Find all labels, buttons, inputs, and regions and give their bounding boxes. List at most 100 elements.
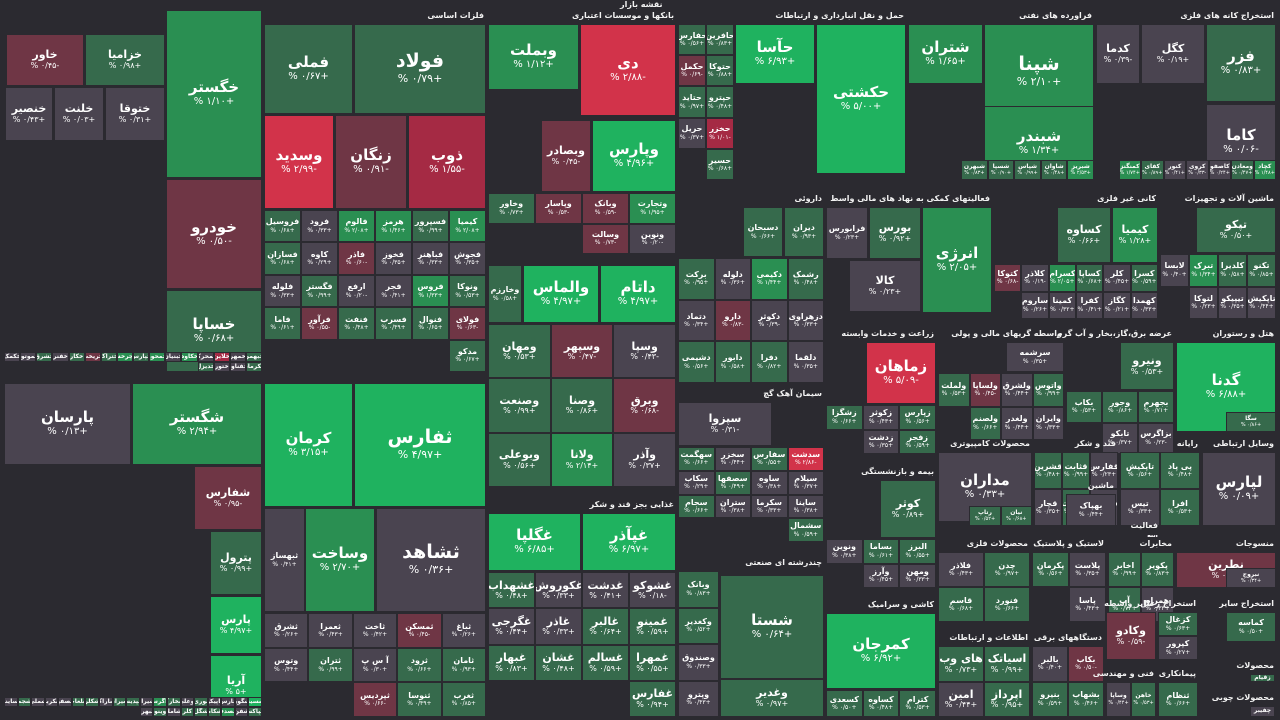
stock-tile[interactable]: دلقما +۰/۳۵ %	[787, 341, 824, 383]
stock-tile[interactable]: ذوب -۱/۵۵ %	[408, 115, 486, 209]
stock-tile[interactable]: شپدیس	[126, 697, 140, 707]
stock-tile[interactable]: بورس +۰/۹۲ %	[869, 207, 921, 259]
stock-tile[interactable]: شکلر	[85, 697, 100, 707]
stock-tile[interactable]: دزهراوی +۰/۳۳ %	[787, 299, 824, 342]
stock-tile[interactable]: کلدیرا +۰/۵۸ %	[1218, 254, 1247, 287]
stock-tile[interactable]: غبهار +۰/۸۳ %	[488, 644, 535, 681]
stock-tile[interactable]: غمینو +۰/۵۹ %	[629, 608, 676, 645]
stock-tile[interactable]: وصندوق +۰/۳۳ %	[678, 644, 719, 681]
stock-tile[interactable]: ومهن +۰/۳۳ %	[899, 563, 936, 588]
stock-tile[interactable]: فباهنر +۰/۳۳ %	[412, 242, 449, 275]
stock-tile[interactable]: قشرین +۰/۴۸ %	[1034, 452, 1062, 489]
stock-tile[interactable]: وایران +۰/۳۳ %	[1032, 406, 1064, 440]
stock-tile[interactable]: دسبحان +۰/۶۶ %	[743, 207, 783, 257]
stock-tile[interactable]: وکغدیر +۰/۵۲ %	[678, 607, 719, 644]
stock-tile[interactable]: شیراز	[139, 697, 154, 707]
stock-tile[interactable]: ثغرب +۰/۸۵ %	[441, 682, 486, 717]
stock-tile[interactable]: فنورد +۰/۶۶ %	[984, 587, 1030, 622]
stock-tile[interactable]: سکاب +۰/۲۹ %	[678, 470, 715, 495]
stock-tile[interactable]: حتاید +۰/۹۷ %	[678, 86, 706, 118]
stock-tile[interactable]: وبرق -۰/۶۸ %	[613, 378, 676, 433]
stock-tile[interactable]: ثنوسا +۰/۴۹ %	[397, 682, 442, 717]
stock-tile[interactable]: فروسیل +۰/۶۸ %	[264, 210, 301, 243]
stock-tile[interactable]: زفجر +۰/۵۹ %	[899, 429, 936, 454]
stock-tile[interactable]: شکربن	[44, 697, 59, 707]
stock-tile[interactable]: وخاور +۰/۷۳ %	[488, 193, 535, 224]
stock-tile[interactable]: زشگزا +۰/۶۶ %	[826, 405, 863, 430]
stock-tile[interactable]: سشمال +۰/۵۹ %	[787, 518, 824, 542]
stock-tile[interactable]: خمهر	[229, 352, 246, 362]
stock-tile[interactable]: وبصادر -۰/۴۵ %	[541, 120, 591, 192]
stock-tile[interactable]: فجر +۰/۴۱ %	[375, 274, 412, 308]
stock-tile[interactable]: بکاب +۰/۵۳ %	[1066, 391, 1102, 423]
stock-tile[interactable]: ولساپا -۰/۴۵ %	[969, 373, 1001, 407]
stock-tile[interactable]: خکمک	[4, 352, 21, 362]
stock-tile[interactable]: چفیبر	[1250, 706, 1275, 717]
stock-tile[interactable]: دتماد +۰/۳۴ %	[678, 299, 715, 342]
stock-tile[interactable]: تبرک +۱/۳۴ %	[1189, 254, 1218, 287]
stock-tile[interactable]: وساپا +۰/۴۴ %	[1106, 682, 1131, 717]
stock-tile[interactable]: شملی	[31, 697, 45, 707]
stock-tile[interactable]: نوری	[194, 697, 208, 707]
stock-tile[interactable]: ختراک	[100, 352, 117, 362]
stock-tile[interactable]: شصفها	[58, 697, 72, 707]
stock-tile[interactable]: البرز +۰/۵۵ %	[899, 539, 936, 564]
stock-tile[interactable]: خکاوه	[181, 352, 198, 362]
stock-tile[interactable]: حریل +۰/۳۷ %	[678, 117, 706, 149]
stock-tile[interactable]: غشهداب +۰/۴۸ %	[488, 572, 535, 609]
stock-tile[interactable]: تکنو +۰/۸۵ %	[1247, 254, 1276, 287]
stock-tile[interactable]: قچار +۰/۳۵ %	[1034, 489, 1062, 526]
stock-tile[interactable]: پارسان +۰/۱۳ %	[4, 383, 131, 465]
stock-tile[interactable]: پکویر +۰/۸۳ %	[1141, 552, 1174, 587]
stock-tile[interactable]: شکام	[207, 707, 222, 717]
stock-tile[interactable]: خفنر	[52, 352, 69, 362]
stock-tile[interactable]: فسرب +۰/۴۹ %	[375, 307, 412, 340]
stock-tile[interactable]: کفرا +۰/۴۱ %	[1076, 291, 1104, 319]
stock-tile[interactable]: اسیاتک +۰/۹۹ %	[984, 646, 1030, 682]
stock-tile[interactable]: فملی +۰/۶۷ %	[264, 24, 353, 114]
stock-tile[interactable]: ومعادن +۰/۴۷ %	[1231, 160, 1254, 180]
stock-tile[interactable]: ساروم +۰/۲۶ %	[1021, 291, 1049, 319]
stock-tile[interactable]: هرمز +۱/۴۶ %	[375, 210, 412, 243]
stock-tile[interactable]: برکت +۰/۹۵ %	[678, 258, 715, 300]
stock-tile[interactable]: وبوعلی +۰/۵۶ %	[488, 432, 551, 487]
stock-tile[interactable]: خاور -۰/۴۵ %	[6, 34, 84, 86]
stock-tile[interactable]: بزاگرس -۰/۲۳ %	[1138, 422, 1174, 454]
stock-tile[interactable]: پلاست +۰/۳۵ %	[1069, 552, 1106, 587]
stock-tile[interactable]: فلوله +۰/۳۳ %	[264, 274, 301, 308]
stock-tile[interactable]: وآرز +۰/۴۵ %	[862, 563, 900, 588]
stock-tile[interactable]: شسینا	[248, 697, 262, 707]
stock-tile[interactable]: شگستر +۲/۹۴ %	[132, 383, 262, 465]
stock-tile[interactable]: فرابورس +۰/۲۳ %	[826, 207, 868, 259]
stock-tile[interactable]: لابسا +۰/۴۰ %	[1160, 254, 1189, 287]
stock-tile[interactable]: فنوال +۰/۶۵ %	[412, 307, 449, 340]
stock-tile[interactable]: پی پاد +۰/۴۸ %	[1160, 452, 1200, 489]
stock-tile[interactable]: خفناور	[229, 362, 246, 372]
stock-tile[interactable]: اخابر +۰/۹۹ %	[1108, 552, 1141, 587]
stock-tile[interactable]: زدشت +۰/۳۵ %	[862, 429, 900, 454]
stock-tile[interactable]: کلر +۰/۴۵ %	[1103, 264, 1131, 292]
stock-tile[interactable]: غگرجی +۰/۴۴ %	[488, 608, 535, 645]
stock-tile[interactable]: ولشرق +۰/۴۴ %	[1001, 373, 1033, 407]
stock-tile[interactable]: ونوکا +۰/۵۳ %	[449, 274, 486, 308]
stock-tile[interactable]: نبروج +۰/۳۴ %	[1226, 568, 1276, 588]
stock-tile[interactable]: غالبر +۰/۶۴ %	[582, 608, 629, 645]
stock-tile[interactable]: قثابت +۰/۹۹ %	[1062, 452, 1090, 489]
stock-tile[interactable]: خمحرکه	[197, 352, 214, 362]
stock-tile[interactable]: ولغدر +۰/۴۴ %	[1001, 406, 1033, 440]
stock-tile[interactable]: غمهرا +۰/۵۵ %	[629, 644, 676, 681]
stock-tile[interactable]: سجام +۰/۶۶ %	[678, 494, 715, 519]
stock-tile[interactable]: دکوثر -۰/۳۹ %	[751, 299, 788, 342]
stock-tile[interactable]: کنور +۰/۴۱ %	[1163, 160, 1186, 180]
stock-tile[interactable]: کرمان +۳/۱۵ %	[264, 383, 353, 507]
stock-tile[interactable]: فگستر +۰/۹۹ %	[301, 274, 338, 308]
stock-tile[interactable]: بوعلی	[180, 697, 195, 707]
stock-tile[interactable]: ولصنم +۰/۶۶ %	[969, 406, 1001, 440]
stock-tile[interactable]: بکاب -۰/۵۰ %	[1068, 646, 1104, 682]
stock-tile[interactable]: دلوله +۰/۳۶ %	[714, 258, 751, 300]
stock-tile[interactable]: کیمیا +۲/۰۸ %	[449, 210, 486, 243]
stock-tile[interactable]: زکوثر +۰/۴۳ %	[862, 405, 900, 430]
stock-tile[interactable]: شخارک	[166, 697, 181, 707]
stock-tile[interactable]: پاسا +۰/۴۳ %	[1069, 587, 1106, 622]
stock-tile[interactable]: های وب +۰/۷۳ %	[938, 646, 984, 682]
